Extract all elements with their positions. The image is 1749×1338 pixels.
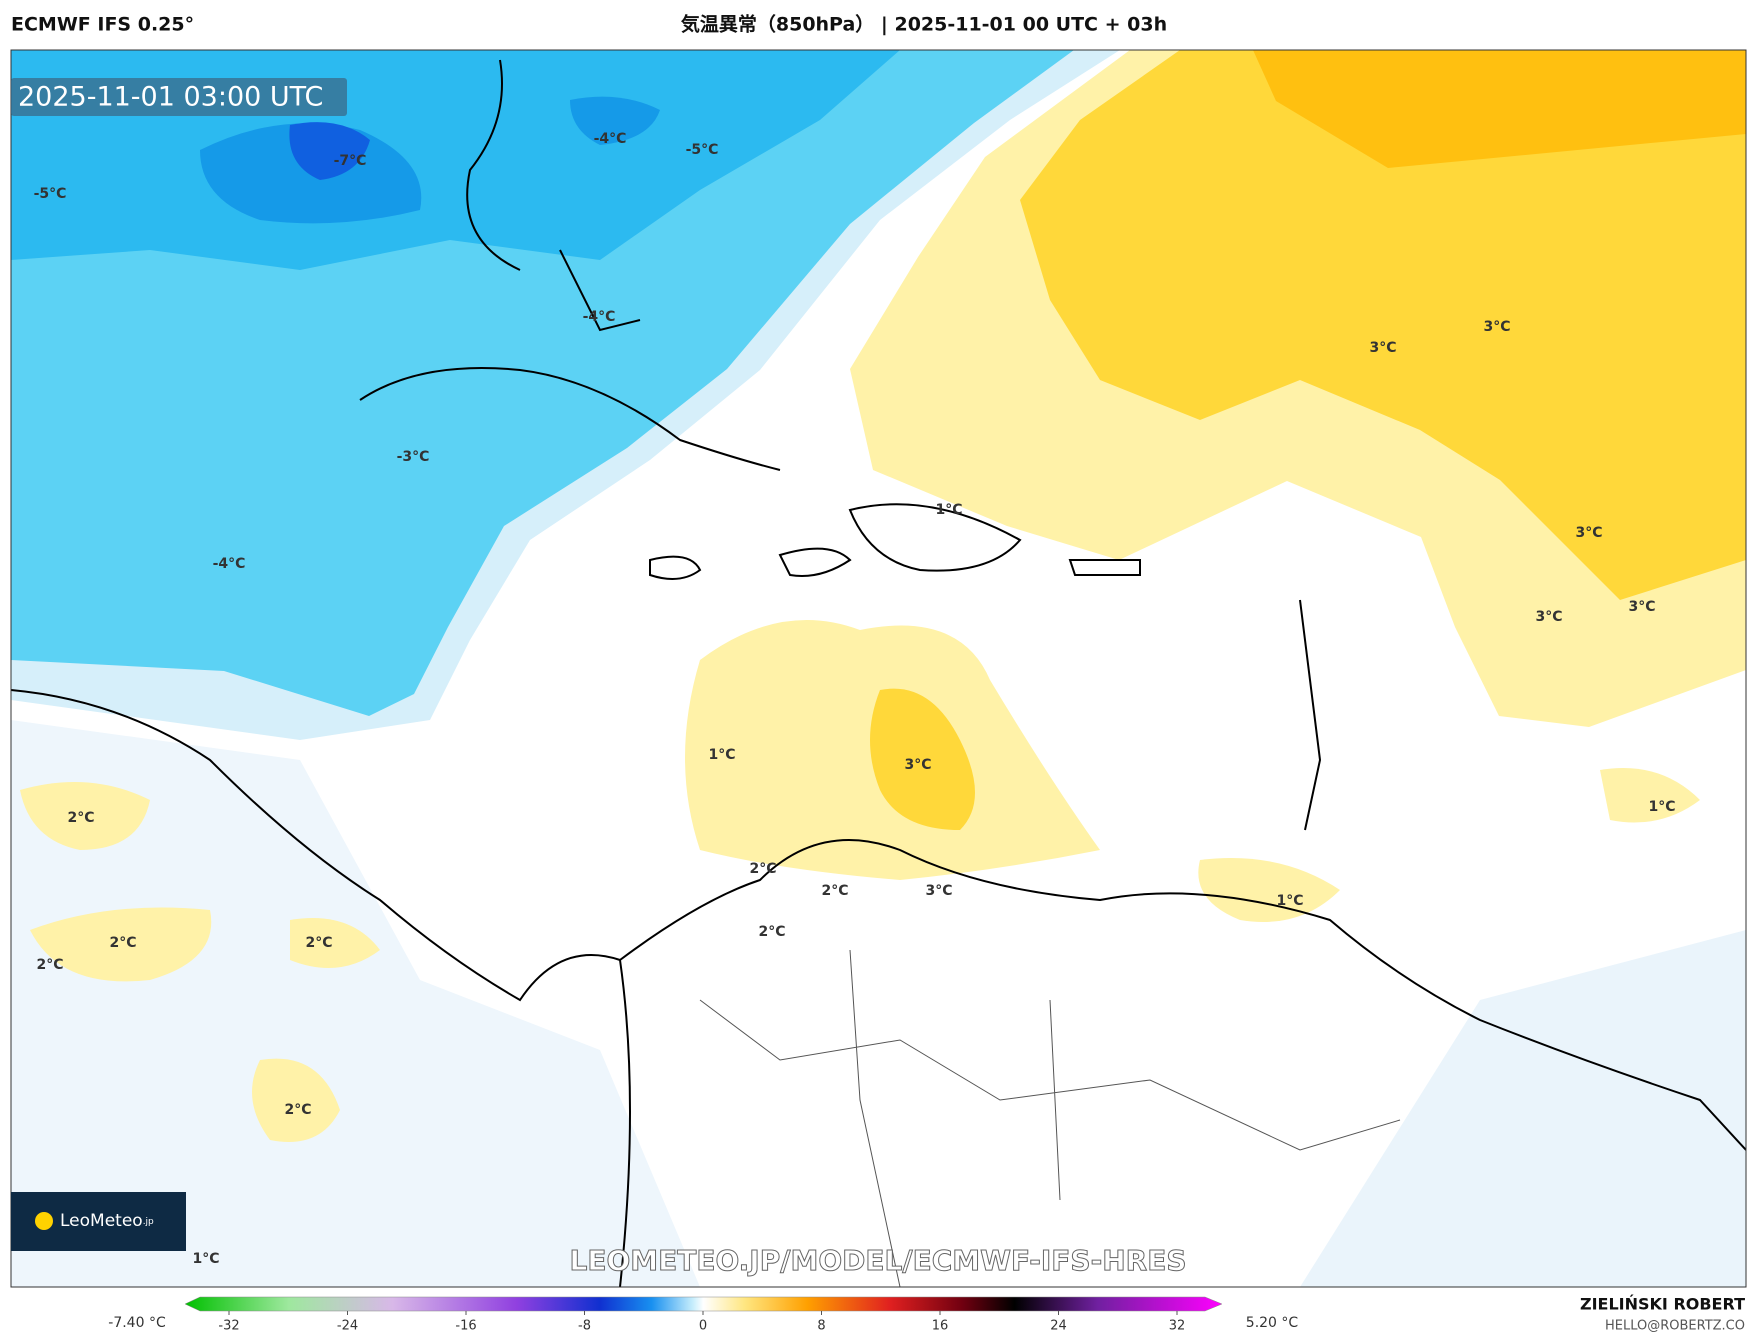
colorbar-tick-label: 0	[699, 1319, 707, 1334]
light-blue-area	[1300, 930, 1746, 1287]
yellow-area	[870, 688, 975, 830]
timestamp-box	[11, 78, 347, 116]
yellow-area	[290, 918, 380, 968]
contour-label: 3°C	[925, 883, 952, 899]
coastline	[11, 689, 1746, 1287]
logo-name: LeoMeteo	[60, 1211, 143, 1231]
country-border	[699, 949, 1401, 1287]
contour-label: 3°C	[904, 757, 931, 773]
watermark: LEOMETEO.JP/MODEL/ECMWF-IFS-HRES	[569, 1244, 1186, 1277]
orange-area	[1253, 50, 1746, 168]
colorbar-tick-label: -32	[218, 1319, 239, 1334]
contour-label: 3°C	[1575, 525, 1602, 541]
contour-label: 2°C	[36, 957, 63, 973]
contour-label: 2°C	[305, 935, 332, 951]
colorbar-tick-label: 24	[1050, 1319, 1067, 1334]
contour-label: -4°C	[594, 131, 627, 147]
logo-sun	[35, 1212, 53, 1230]
contour-label: 2°C	[284, 1102, 311, 1118]
contour-label: 3°C	[1483, 319, 1510, 335]
contour-label: 2°C	[749, 861, 776, 877]
colorbar-tick-label: -24	[337, 1319, 358, 1334]
contour-label: 2°C	[821, 883, 848, 899]
colorbar-tick-label: 16	[932, 1319, 949, 1334]
colorbar-ticks: -32 -24 -16 -8 0 8 16 24 32	[218, 1311, 1185, 1334]
credit-email: HELLO@ROBERTZ.CO	[1605, 1319, 1745, 1334]
contour-label: -4°C	[213, 556, 246, 572]
contour-label: 1°C	[935, 502, 962, 518]
deep-blue-area	[289, 122, 370, 180]
yellow-area	[30, 907, 212, 982]
yellow-area	[1600, 768, 1700, 823]
colorbar	[184, 1296, 1223, 1312]
contour-label: 1°C	[192, 1251, 219, 1267]
colorbar-min: -7.40 °C	[108, 1315, 166, 1331]
yellow-area	[1020, 50, 1746, 600]
contour-label: -5°C	[34, 186, 67, 202]
logo-text: LeoMeteo.jp	[60, 1211, 154, 1231]
map-title: 気温異常（850hPa） | 2025-11-01 00 UTC + 03h	[681, 13, 1167, 36]
logo-suffix: .jp	[143, 1217, 154, 1227]
contour-label: 2°C	[758, 924, 785, 940]
colorbar-tick-label: -8	[578, 1319, 591, 1334]
contour-label: -4°C	[583, 309, 616, 325]
contour-label: 3°C	[1628, 599, 1655, 615]
coastline	[359, 59, 1322, 831]
timestamp: 2025-11-01 03:00 UTC	[18, 82, 323, 113]
contour-label: 1°C	[708, 747, 735, 763]
contour-label: 3°C	[1535, 609, 1562, 625]
contour-label: 2°C	[109, 935, 136, 951]
model-name: ECMWF IFS 0.25°	[11, 14, 194, 36]
colorbar-max: 5.20 °C	[1246, 1315, 1299, 1331]
colorbar-tick-label: -16	[455, 1319, 476, 1334]
contour-label: 3°C	[1369, 340, 1396, 356]
contour-label: 1°C	[1276, 893, 1303, 909]
yellow-area	[20, 782, 150, 850]
light-blue-area	[11, 720, 700, 1287]
contour-labels: -7°C -5°C -4°C -5°C -4°C -3°C -4°C 1°C 3°C 3°C 3°C…	[34, 131, 1676, 1267]
map: -7°C -5°C -4°C -5°C -4°C -3°C -4°C 1°C 3°C 3°C 3°C…	[11, 50, 1746, 1287]
contour-label: -3°C	[397, 449, 430, 465]
contour-label: 2°C	[67, 810, 94, 826]
contour-label: 1°C	[1648, 799, 1675, 815]
credit-author: ZIELIŃSKI ROBERT	[1580, 1295, 1745, 1314]
contour-label: -7°C	[334, 153, 367, 169]
colorbar-tick-label: 32	[1169, 1319, 1186, 1334]
deep-blue-area	[570, 96, 660, 145]
map-frame	[10, 49, 1747, 1288]
yellow-area	[1198, 858, 1340, 922]
colorbar-tick-label: 8	[817, 1319, 825, 1334]
yellow-area	[252, 1058, 340, 1142]
contour-label: -5°C	[686, 142, 719, 158]
